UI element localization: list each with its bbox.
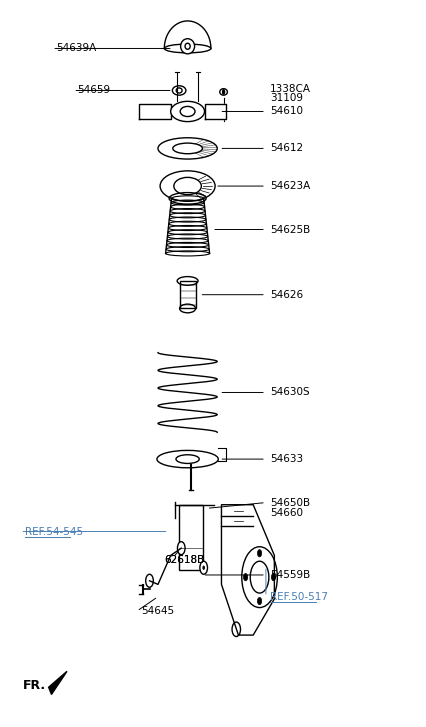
Text: 54639A: 54639A (56, 44, 97, 54)
Ellipse shape (160, 171, 215, 201)
Circle shape (244, 574, 248, 581)
Ellipse shape (220, 89, 227, 95)
Text: 54559B: 54559B (270, 570, 311, 580)
Ellipse shape (171, 101, 204, 121)
Circle shape (257, 550, 262, 557)
Circle shape (257, 598, 262, 605)
Circle shape (202, 566, 205, 570)
Bar (179, 505, 203, 570)
Text: 62618B: 62618B (164, 555, 204, 566)
Text: REF.54-545: REF.54-545 (25, 526, 83, 537)
Text: 54660: 54660 (270, 507, 303, 518)
Text: 31109: 31109 (270, 94, 303, 103)
Polygon shape (204, 103, 226, 119)
Text: 62618B: 62618B (164, 555, 204, 566)
Text: 1338CA: 1338CA (270, 84, 311, 94)
Ellipse shape (181, 39, 195, 54)
Text: 54659: 54659 (78, 86, 111, 95)
Text: FR.: FR. (23, 679, 46, 692)
Bar (180, 281, 196, 308)
Polygon shape (49, 671, 67, 694)
Text: 54630S: 54630S (270, 387, 310, 398)
Polygon shape (139, 103, 171, 119)
Text: 54633: 54633 (270, 454, 303, 464)
Text: 54610: 54610 (270, 106, 303, 116)
Circle shape (222, 89, 225, 95)
Circle shape (146, 574, 153, 587)
Circle shape (178, 542, 185, 555)
Text: 54645: 54645 (141, 606, 174, 616)
Text: 54612: 54612 (270, 143, 303, 153)
Circle shape (200, 561, 207, 574)
Text: 54625B: 54625B (270, 225, 311, 235)
Text: REF.50-517: REF.50-517 (270, 592, 328, 602)
Text: 54650B: 54650B (270, 497, 310, 507)
Ellipse shape (157, 451, 218, 467)
Ellipse shape (173, 86, 186, 95)
Ellipse shape (164, 44, 211, 53)
Text: 54623A: 54623A (270, 181, 311, 191)
Circle shape (271, 574, 276, 581)
Text: 54626: 54626 (270, 289, 303, 300)
